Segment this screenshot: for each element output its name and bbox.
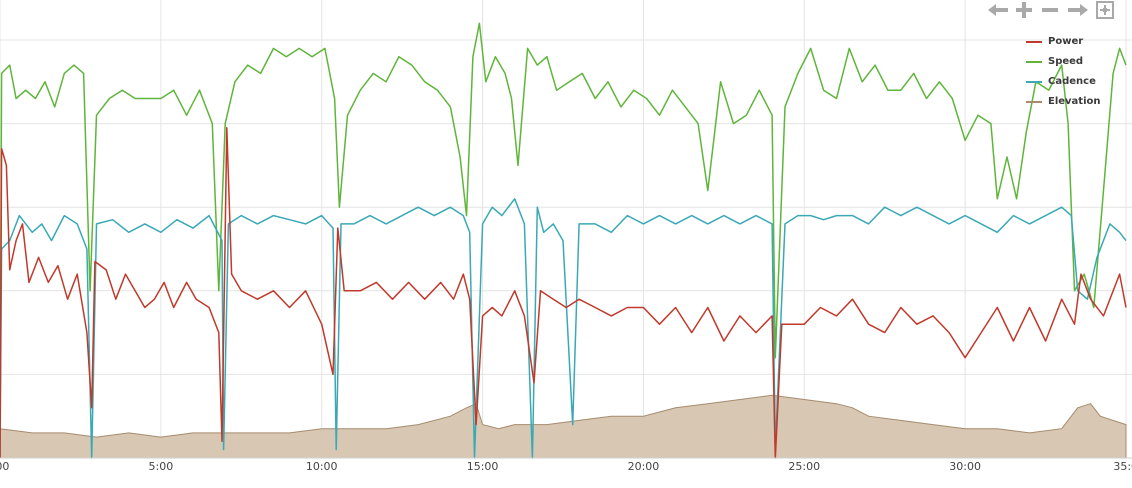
- pan-right-button[interactable]: [1066, 1, 1090, 19]
- legend-label-power: Power: [1048, 36, 1084, 47]
- x-tick-label: 35:00: [1113, 460, 1132, 473]
- chart-legend: Power Speed Cadence Elevation: [1026, 32, 1116, 112]
- pan-left-button[interactable]: [986, 1, 1010, 19]
- legend-swatch-speed: [1026, 61, 1042, 63]
- x-tick-label: 0:00: [0, 460, 10, 473]
- series-lines: [0, 22, 1127, 459]
- legend-swatch-power: [1026, 41, 1042, 43]
- minus-icon: [1042, 8, 1058, 12]
- chart-gridlines: [0, 0, 1132, 458]
- legend-label-elevation: Elevation: [1048, 96, 1101, 107]
- zoom-out-button[interactable]: [1038, 1, 1062, 19]
- legend-swatch-elevation: [1026, 101, 1042, 103]
- x-tick-label: 10:00: [305, 460, 338, 473]
- series-line-power: [0, 127, 1127, 459]
- legend-item-power[interactable]: Power: [1026, 32, 1116, 52]
- arrow-right-icon: [1068, 4, 1088, 16]
- series-line-cadence: [0, 198, 1127, 459]
- series-line-speed: [0, 22, 1127, 459]
- zoom-in-button[interactable]: [1012, 1, 1036, 19]
- chart-toolbar: [982, 0, 1132, 22]
- arrow-left-icon: [988, 4, 1008, 16]
- legend-item-cadence[interactable]: Cadence: [1026, 72, 1116, 92]
- reset-zoom-button[interactable]: [1094, 1, 1118, 19]
- x-tick-label: 15:00: [466, 460, 499, 473]
- legend-label-speed: Speed: [1048, 56, 1084, 67]
- legend-item-elevation[interactable]: Elevation: [1026, 92, 1116, 112]
- x-tick-label: 5:00: [148, 460, 174, 473]
- series-area-elevation: [0, 394, 1127, 459]
- plus-icon: [1016, 2, 1032, 18]
- x-tick-label: 20:00: [627, 460, 660, 473]
- legend-label-cadence: Cadence: [1048, 76, 1096, 87]
- elevation-area-layer: [0, 394, 1127, 459]
- x-tick-label: 30:00: [949, 460, 981, 473]
- legend-item-speed[interactable]: Speed: [1026, 52, 1116, 72]
- reset-zoom-icon: [1096, 1, 1114, 19]
- legend-swatch-cadence: [1026, 81, 1042, 83]
- x-tick-label: 25:00: [788, 460, 821, 473]
